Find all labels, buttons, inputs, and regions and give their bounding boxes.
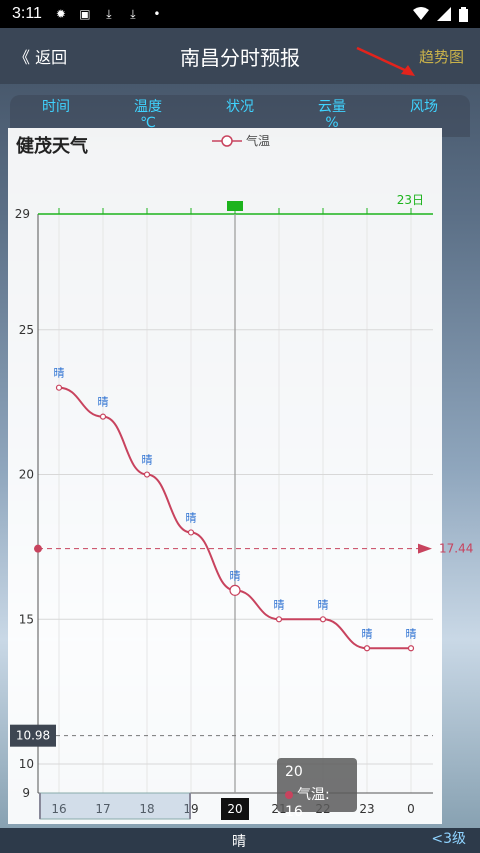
point-label: 晴 (274, 598, 285, 611)
chart-card (8, 128, 442, 824)
point-label: 晴 (362, 627, 373, 640)
data-point (229, 584, 241, 596)
trend-chart-button[interactable]: 趋势图 (418, 48, 464, 66)
point-label: 晴 (230, 569, 241, 582)
point-label: 晴 (406, 627, 417, 640)
chart-tooltip: 20 气温: 16 (277, 758, 357, 820)
y-tick-label: 25 (19, 323, 34, 337)
bottom-bar: 晴 <3级 (0, 828, 480, 853)
image-icon: ▣ (79, 7, 91, 21)
data-point (99, 413, 107, 420)
back-button[interactable]: 《 返回 (14, 48, 68, 67)
y-tick-label: 15 (19, 612, 34, 626)
x-tick-label: 0 (407, 802, 415, 816)
signal-icon (437, 7, 451, 21)
point-label: 晴 (98, 396, 109, 409)
station-name: 健茂天气 (16, 136, 88, 157)
status-bar: 3:11 ✹ ▣ ⤓ ⤓ • (0, 0, 480, 28)
status-time: 3:11 (12, 5, 42, 22)
y-tick-label: 20 (19, 468, 34, 482)
y-tick-label: 29 (15, 207, 30, 221)
x-tick-label: 23 (359, 802, 374, 816)
x-tick-label: 16 (51, 802, 66, 816)
wifi-icon (413, 7, 429, 20)
max-line-dot (34, 544, 42, 553)
x-tick-label: 18 (139, 802, 154, 816)
bottom-condition: 晴 (232, 834, 246, 850)
crosshair-marker (227, 201, 243, 211)
data-point (187, 529, 195, 536)
dot-icon: • (153, 7, 161, 21)
data-point (319, 616, 327, 623)
column-header-cloud: 云量 % (318, 99, 346, 131)
data-point (275, 616, 283, 623)
annotation-arrow-icon (356, 46, 415, 76)
min-line-label: 10.98 (16, 729, 50, 743)
page-title: 南昌分时预报 (180, 46, 300, 70)
top-date-label: 23日 (397, 193, 424, 207)
column-header-wind: 风场 (410, 99, 438, 115)
min-line-box (10, 724, 56, 747)
y-tick-label: 10 (19, 757, 34, 771)
legend-swatch-icon (212, 134, 242, 147)
chart-legend: 气温 (212, 132, 270, 149)
download-icon: ⤓ (106, 6, 112, 21)
battery-icon (459, 6, 468, 22)
column-header-temperature: 温度 ℃ (134, 99, 162, 131)
column-header-condition: 状况 (226, 99, 254, 115)
data-point (55, 384, 63, 391)
y-tick-label: 9 (22, 786, 30, 800)
max-line-label: 17.44 (439, 542, 473, 556)
point-label: 晴 (186, 511, 197, 524)
point-label: 晴 (54, 367, 65, 380)
app-header: 《 返回 南昌分时预报 趋势图 (0, 28, 480, 84)
x-tick-highlight (221, 798, 249, 820)
tooltip-value: 气温: 16 (285, 787, 330, 820)
point-label: 晴 (142, 454, 153, 467)
bottom-wind: <3级 (431, 831, 466, 847)
temperature-series-line (58, 386, 411, 650)
data-point (407, 645, 415, 652)
tooltip-dot-icon (285, 791, 293, 799)
data-point (143, 471, 151, 478)
column-header-time: 时间 (42, 99, 70, 115)
x-tick-label: 20 (227, 802, 242, 816)
max-line-arrow (418, 543, 432, 554)
data-point (363, 645, 371, 652)
point-label: 晴 (318, 598, 329, 611)
download-icon: ⤓ (130, 6, 136, 21)
tooltip-title: 20 (285, 764, 303, 780)
x-tick-label: 17 (95, 802, 110, 816)
legend-label: 气温 (246, 134, 271, 148)
range-selector (39, 792, 191, 820)
settings-icon: ✹ (55, 7, 66, 21)
